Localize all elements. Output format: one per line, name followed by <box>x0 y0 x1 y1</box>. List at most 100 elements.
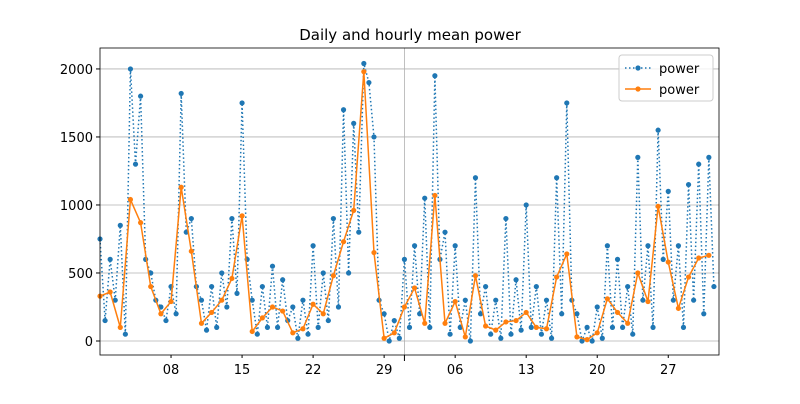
marker <box>117 324 123 330</box>
marker <box>254 331 260 337</box>
marker <box>523 309 529 316</box>
marker <box>472 175 479 181</box>
marker <box>665 259 671 265</box>
marker <box>178 184 184 190</box>
marker <box>554 175 560 181</box>
marker <box>477 311 484 317</box>
marker <box>330 273 336 279</box>
marker <box>132 161 139 167</box>
marker <box>467 338 473 344</box>
marker <box>381 311 387 317</box>
marker <box>158 311 164 317</box>
marker <box>442 320 448 326</box>
marker <box>219 270 225 276</box>
marker <box>280 277 286 283</box>
marker <box>290 330 296 336</box>
marker <box>396 335 402 341</box>
marker <box>371 249 377 256</box>
marker <box>117 222 123 228</box>
legend-marker <box>635 65 641 71</box>
marker <box>508 331 514 337</box>
y-tick-label: 500 <box>68 267 93 282</box>
marker <box>452 298 458 305</box>
marker <box>249 328 255 335</box>
marker <box>386 338 392 344</box>
marker <box>198 320 205 326</box>
marker <box>564 100 570 106</box>
marker <box>635 154 641 160</box>
marker <box>214 324 220 330</box>
marker <box>219 297 225 303</box>
marker <box>112 297 118 303</box>
marker <box>209 309 215 316</box>
marker <box>188 248 194 254</box>
x-tick-label: 13 <box>518 363 535 378</box>
marker <box>548 335 555 341</box>
marker <box>269 263 276 269</box>
marker <box>503 319 509 325</box>
marker <box>493 297 499 303</box>
marker <box>564 251 570 257</box>
marker <box>559 311 565 317</box>
marker <box>422 195 428 201</box>
marker <box>523 202 529 208</box>
marker <box>249 297 255 303</box>
marker <box>619 324 626 330</box>
marker <box>203 327 210 333</box>
marker <box>209 283 215 290</box>
marker <box>411 243 418 249</box>
marker <box>264 324 271 330</box>
marker <box>340 239 347 245</box>
marker <box>259 315 265 321</box>
marker <box>391 317 397 324</box>
marker <box>335 304 342 310</box>
marker <box>685 181 692 188</box>
series <box>97 60 717 344</box>
marker <box>625 283 631 290</box>
marker <box>472 273 479 279</box>
marker <box>127 196 134 203</box>
marker <box>675 305 682 311</box>
marker <box>538 331 545 337</box>
marker <box>274 324 281 330</box>
marker <box>655 203 661 209</box>
chart-title: Daily and hourly mean power <box>299 26 521 44</box>
marker <box>706 252 712 258</box>
marker <box>178 90 184 97</box>
marker <box>503 215 509 222</box>
x-tick-label: 06 <box>447 363 464 378</box>
marker <box>366 79 372 86</box>
marker <box>533 324 539 330</box>
marker <box>137 220 144 226</box>
marker <box>589 338 595 344</box>
marker <box>655 127 661 133</box>
marker <box>584 337 590 343</box>
marker <box>462 334 468 340</box>
marker <box>163 317 169 324</box>
marker <box>645 298 651 305</box>
y-tick-label: 1000 <box>60 199 93 214</box>
marker <box>462 297 468 303</box>
marker <box>635 270 641 276</box>
marker <box>300 326 306 332</box>
marker <box>315 324 321 330</box>
marker <box>411 285 418 291</box>
marker <box>320 270 326 276</box>
marker <box>574 311 580 317</box>
marker <box>706 154 712 160</box>
marker <box>488 331 494 337</box>
marker <box>640 297 646 303</box>
marker <box>574 334 580 340</box>
x-tick-label: 20 <box>589 363 606 378</box>
marker <box>330 215 336 222</box>
marker <box>614 256 621 262</box>
marker <box>406 324 413 330</box>
marker <box>483 283 489 290</box>
marker <box>229 215 235 222</box>
marker <box>599 335 605 341</box>
marker <box>310 243 316 249</box>
marker <box>452 243 458 249</box>
marker <box>229 275 235 282</box>
marker <box>685 274 692 280</box>
marker <box>675 243 682 249</box>
